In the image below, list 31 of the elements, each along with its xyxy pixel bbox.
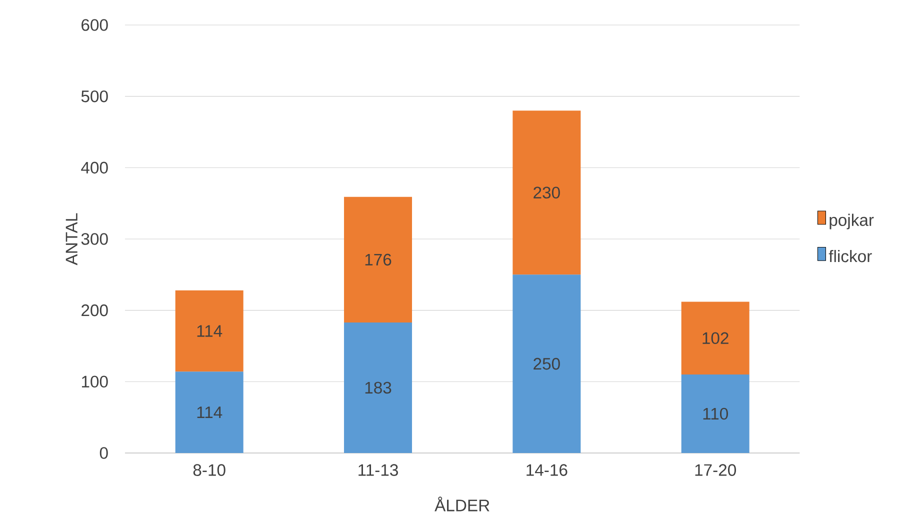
bar [512,110,581,275]
data-label: 114 [197,325,222,337]
y-tick-label: 100 [82,376,108,388]
bar [344,322,412,453]
bar [681,302,750,375]
legend-label: pojkar [830,214,874,230]
data-label: 114 [197,406,222,418]
x-tick-label: 14-16 [526,464,568,476]
x-tick-label: 11-13 [358,464,398,476]
x-axis-title: ÅLDER [434,496,490,512]
data-label: 102 [702,332,728,344]
bar [175,290,244,372]
y-tick-label: 600 [82,19,108,31]
y-tick-label: 200 [82,304,108,316]
bar [681,374,750,453]
legend-label: flickor [828,250,872,262]
data-label: 176 [365,254,392,266]
y-tick-label: 300 [81,233,108,245]
y-tick-label: 400 [81,162,108,174]
bar [175,372,244,453]
data-label: 110 [703,408,728,420]
bar [512,274,581,453]
y-tick-label: 0 [100,447,108,459]
x-tick-label: 17-20 [695,464,736,476]
data-label: 250 [534,358,560,370]
data-label: 230 [534,186,560,199]
y-axis-title: ANTAL [66,213,78,266]
y-tick-label: 500 [81,90,108,102]
bar [344,196,412,322]
data-label: 183 [365,382,392,394]
x-tick-label: 8-10 [193,464,226,476]
